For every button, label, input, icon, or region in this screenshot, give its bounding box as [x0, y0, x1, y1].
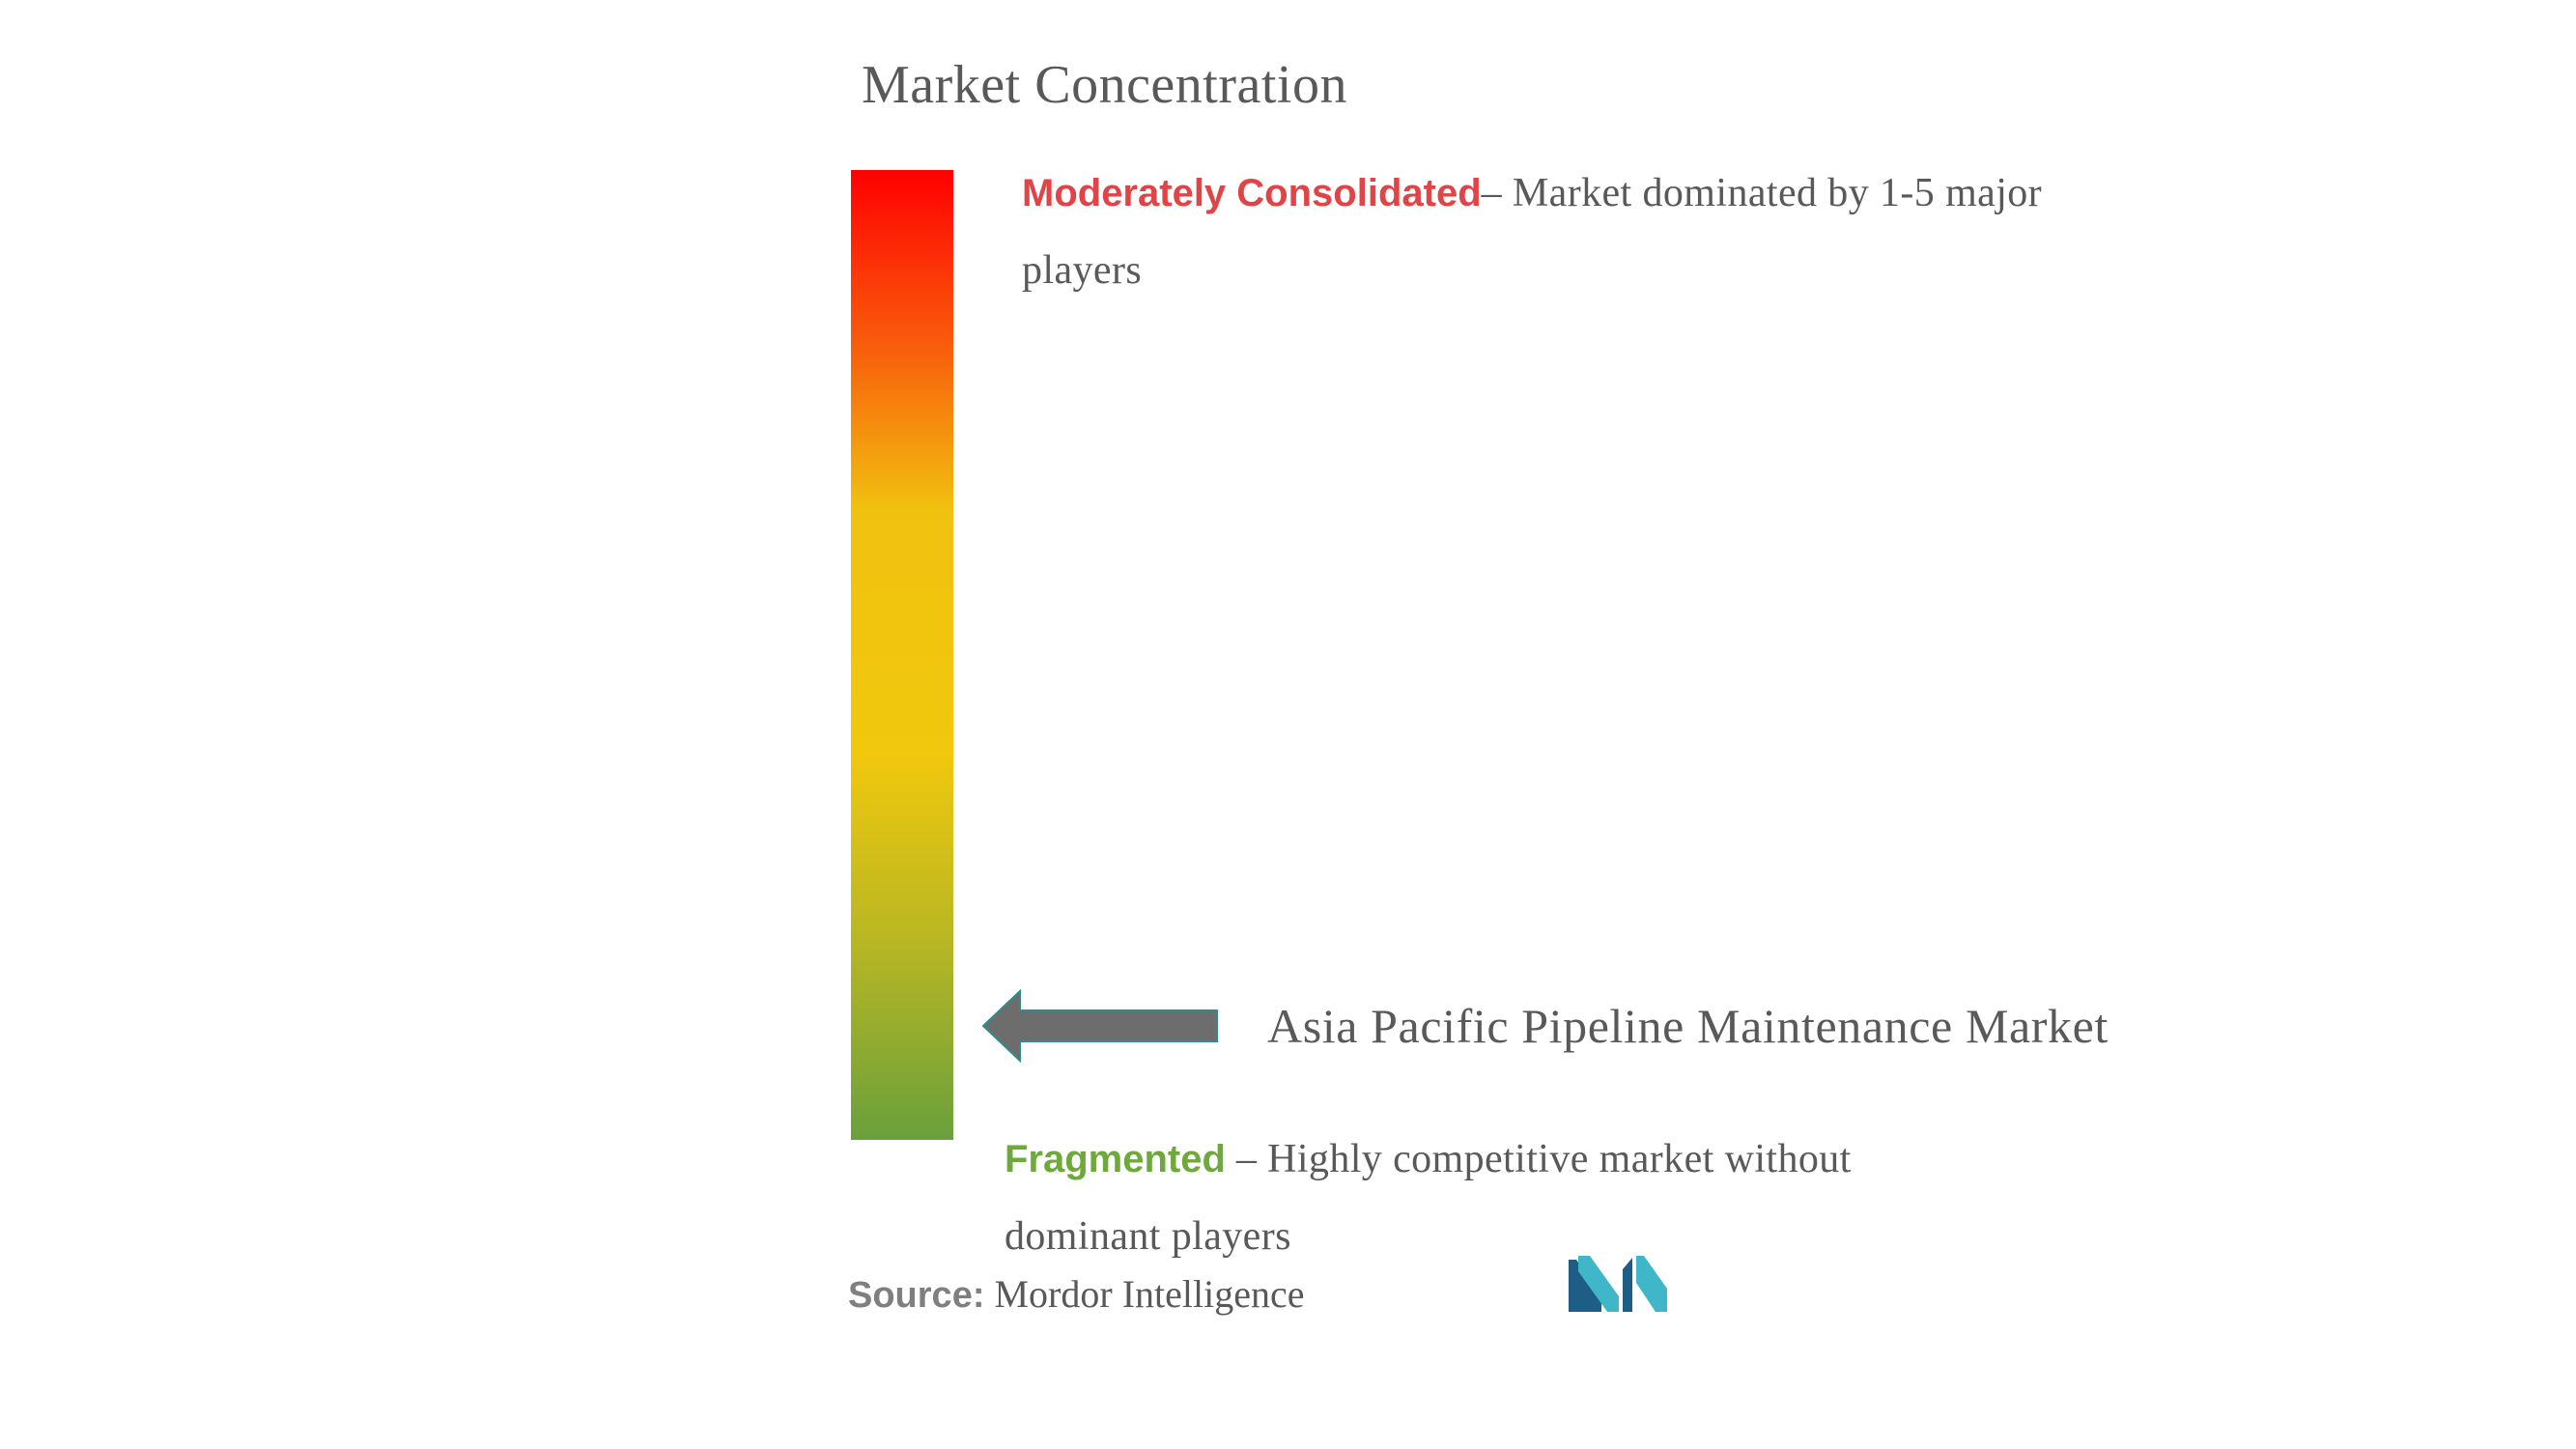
fragmented-description: Fragmented – Highly competitive market w…: [1005, 1121, 1970, 1275]
concentration-gradient-bar: [851, 170, 953, 1140]
source-text: Mordor Intelligence: [984, 1272, 1305, 1316]
page-title: Market Concentration: [862, 55, 1347, 115]
consolidated-description: Moderately Consolidated– Market dominate…: [1022, 155, 2065, 309]
consolidated-label: Moderately Consolidated: [1022, 172, 1482, 214]
source-attribution: Source: Mordor Intelligence: [848, 1264, 1304, 1326]
fragmented-text: – Highly competitive market without domi…: [1005, 1137, 1852, 1259]
source-label: Source:: [848, 1275, 985, 1316]
mordor-intelligence-logo: [1569, 1256, 1667, 1312]
left-arrow-icon: [981, 989, 1218, 1063]
market-indicator-label: Asia Pacific Pipeline Maintenance Market: [1267, 999, 2109, 1053]
consolidated-text: – Market dominated by 1-5 major players: [1022, 171, 2043, 293]
fragmented-label: Fragmented: [1005, 1138, 1226, 1180]
